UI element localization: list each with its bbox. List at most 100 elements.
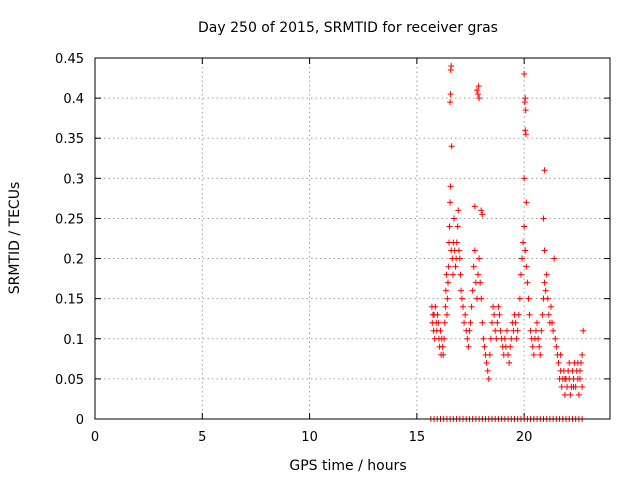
data-point bbox=[455, 207, 462, 214]
data-point bbox=[517, 271, 524, 278]
data-point bbox=[551, 255, 558, 262]
y-tick-label: 0.4 bbox=[63, 92, 84, 107]
y-tick-label: 0.35 bbox=[55, 132, 84, 147]
data-point bbox=[530, 351, 537, 358]
data-point bbox=[567, 391, 574, 398]
data-point bbox=[521, 71, 528, 78]
data-point bbox=[447, 99, 454, 106]
data-point bbox=[467, 319, 474, 326]
data-point bbox=[522, 127, 529, 134]
data-point bbox=[440, 351, 447, 358]
data-point bbox=[473, 87, 480, 94]
data-point bbox=[495, 303, 502, 310]
data-point bbox=[504, 327, 510, 334]
data-point bbox=[471, 247, 478, 254]
data-point bbox=[522, 95, 529, 102]
data-point bbox=[545, 311, 552, 318]
data-point bbox=[522, 107, 529, 114]
data-point bbox=[521, 223, 528, 230]
data-point bbox=[579, 351, 586, 358]
data-point bbox=[432, 303, 439, 310]
data-point bbox=[529, 343, 536, 350]
x-tick-label: 0 bbox=[91, 430, 99, 445]
data-point bbox=[547, 303, 554, 310]
data-point bbox=[456, 255, 463, 262]
data-point bbox=[479, 319, 486, 326]
data-point bbox=[534, 319, 541, 326]
data-point bbox=[448, 143, 455, 150]
data-point bbox=[527, 327, 534, 334]
data-point bbox=[491, 311, 498, 318]
data-point bbox=[496, 311, 503, 318]
data-point bbox=[553, 343, 560, 350]
data-point bbox=[439, 343, 446, 350]
data-point bbox=[570, 383, 577, 390]
data-point bbox=[515, 311, 522, 318]
data-points bbox=[427, 63, 587, 422]
grid-lines bbox=[95, 58, 610, 419]
data-point bbox=[487, 335, 494, 342]
data-point bbox=[493, 335, 500, 342]
data-point bbox=[480, 335, 487, 342]
data-point bbox=[465, 343, 472, 350]
data-point bbox=[501, 335, 508, 342]
data-point bbox=[486, 351, 493, 358]
data-point bbox=[450, 215, 457, 222]
data-point bbox=[462, 311, 469, 318]
data-point bbox=[514, 327, 521, 334]
data-point bbox=[544, 295, 551, 302]
data-point bbox=[442, 303, 449, 310]
data-point bbox=[555, 359, 562, 366]
data-point bbox=[579, 383, 586, 390]
data-point bbox=[523, 263, 530, 270]
data-point bbox=[464, 335, 471, 342]
y-tick-label: 0.1 bbox=[63, 333, 84, 348]
data-point bbox=[541, 167, 548, 174]
data-point bbox=[566, 359, 573, 366]
data-point bbox=[580, 327, 587, 334]
data-point bbox=[541, 247, 548, 254]
data-point bbox=[541, 279, 548, 286]
data-point bbox=[513, 335, 520, 342]
data-point bbox=[543, 271, 550, 278]
data-point bbox=[522, 131, 529, 138]
data-point bbox=[490, 303, 497, 310]
data-point bbox=[447, 91, 454, 98]
data-point bbox=[455, 247, 462, 254]
x-axis-tick-labels: 0 5 10 15 20 bbox=[91, 430, 533, 445]
data-point bbox=[441, 319, 448, 326]
data-point bbox=[435, 319, 442, 326]
data-point bbox=[471, 203, 478, 210]
data-point bbox=[466, 327, 473, 334]
data-point bbox=[497, 327, 504, 334]
data-point bbox=[443, 271, 450, 278]
data-point bbox=[485, 375, 492, 382]
data-point bbox=[532, 327, 539, 334]
x-tick-label: 5 bbox=[198, 430, 206, 445]
data-point bbox=[576, 367, 583, 374]
data-point bbox=[526, 311, 533, 318]
y-tick-label: 0.15 bbox=[55, 293, 84, 308]
y-axis-title: SRMTID / TECUs bbox=[7, 182, 23, 295]
data-point bbox=[516, 295, 523, 302]
data-point bbox=[478, 295, 485, 302]
data-point bbox=[437, 327, 444, 334]
data-point bbox=[576, 375, 583, 382]
x-tick-label: 10 bbox=[301, 430, 318, 445]
data-point bbox=[469, 287, 476, 294]
data-point bbox=[525, 295, 532, 302]
data-point bbox=[481, 343, 488, 350]
y-axis-tick-labels: 0 0.05 0.1 0.15 0.2 0.25 0.3 0.35 0.4 0.45 bbox=[55, 52, 84, 428]
y-tick-label: 0.25 bbox=[55, 212, 84, 227]
data-point bbox=[453, 239, 460, 246]
data-point bbox=[476, 95, 483, 102]
data-point bbox=[470, 263, 477, 270]
data-point bbox=[558, 383, 565, 390]
data-point bbox=[446, 223, 453, 230]
data-point bbox=[447, 183, 454, 190]
data-point bbox=[447, 199, 454, 206]
data-point bbox=[468, 303, 475, 310]
data-point bbox=[561, 375, 568, 382]
data-point bbox=[540, 215, 547, 222]
